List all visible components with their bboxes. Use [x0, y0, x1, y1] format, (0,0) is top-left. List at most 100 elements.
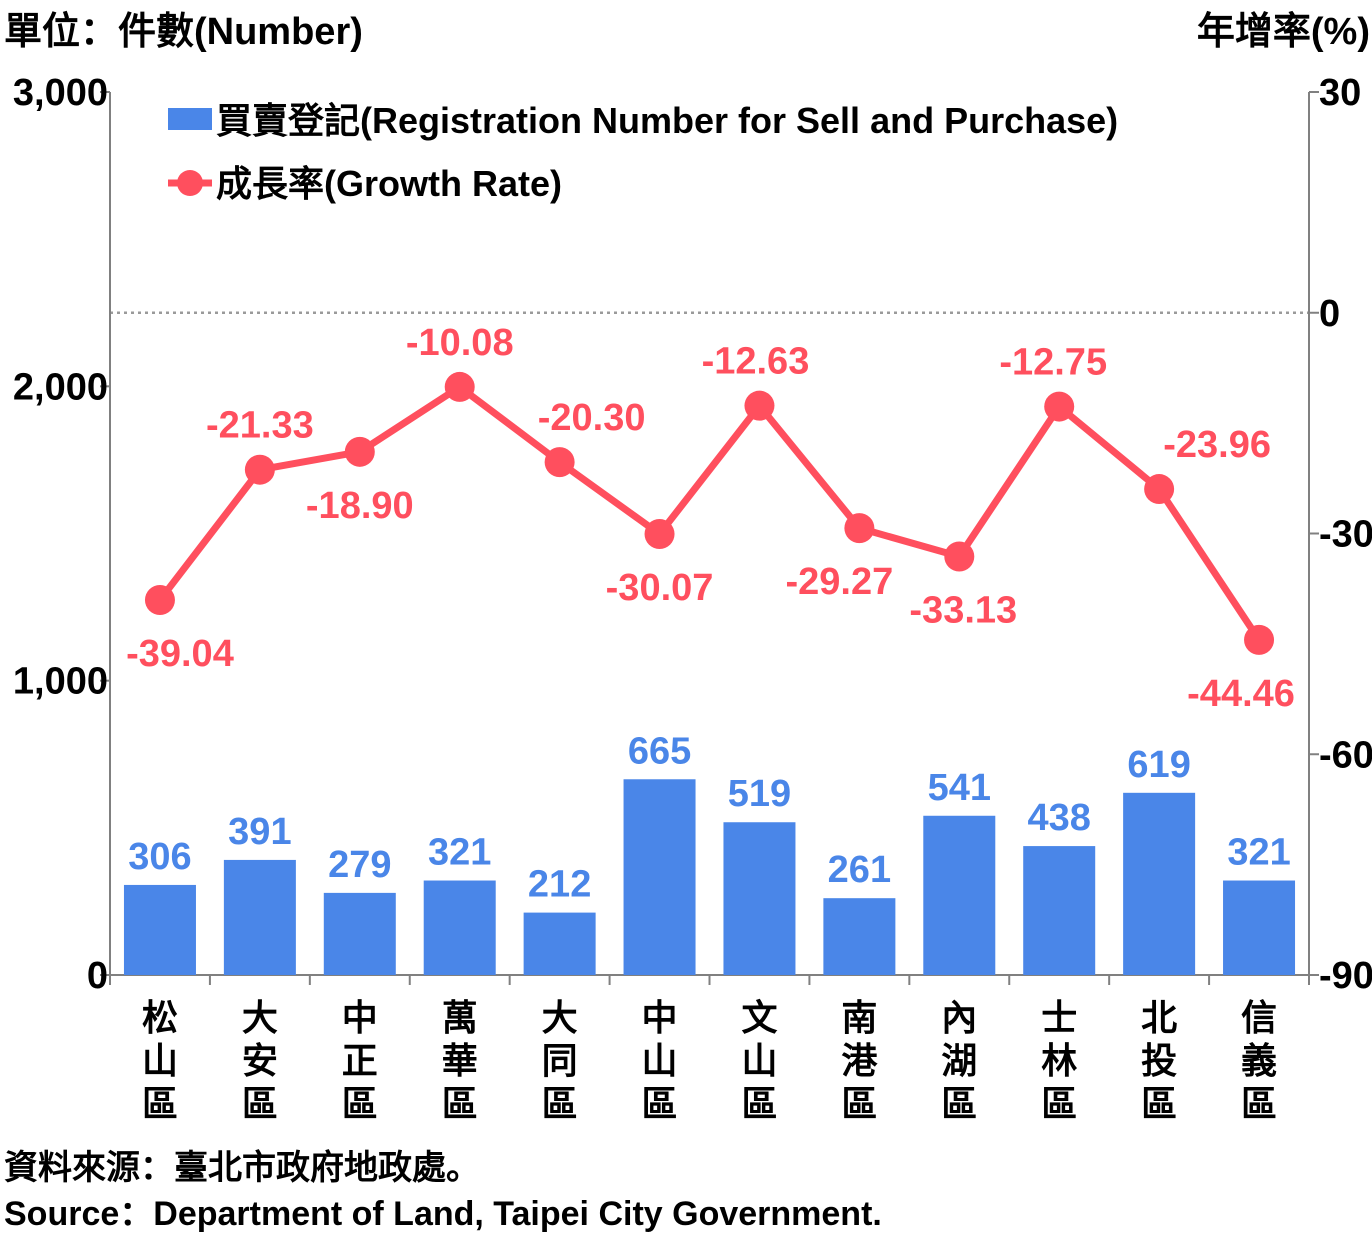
- left-tick-label: 2,000: [13, 366, 108, 408]
- category-label-char: 林: [1041, 1041, 1077, 1082]
- bar: [123, 884, 196, 975]
- growth-rate-point: [944, 541, 975, 572]
- right-tick-label: -30: [1319, 514, 1372, 556]
- category-label-char: 區: [142, 1084, 178, 1125]
- left-tick-label: 1,000: [13, 661, 108, 703]
- category-label-char: 中: [642, 998, 678, 1039]
- bar: [323, 892, 396, 975]
- category-label-char: 南: [841, 998, 877, 1039]
- left-tick-label: 0: [87, 955, 108, 997]
- bar: [1023, 846, 1096, 975]
- rate-value-label: -44.46: [1187, 673, 1295, 715]
- category-label-char: 中: [342, 998, 378, 1039]
- right-axis-unit: 年增率(%): [1196, 11, 1370, 53]
- rate-value-label: -39.04: [126, 633, 234, 675]
- category-label-char: 區: [1241, 1084, 1277, 1125]
- rate-value-label: -21.33: [206, 405, 314, 447]
- growth-rate-line: [157, 383, 1262, 642]
- bar: [1223, 880, 1296, 975]
- bar-value-label: 321: [428, 832, 491, 874]
- bar-value-label: 619: [1127, 744, 1190, 786]
- bar: [523, 912, 596, 975]
- right-tick-label: 30: [1319, 72, 1361, 114]
- category-label-char: 義: [1241, 1041, 1277, 1082]
- category-label-char: 同: [542, 1041, 578, 1082]
- growth-rate-point: [1244, 624, 1275, 655]
- bar: [423, 880, 496, 975]
- bar-value-label: 391: [228, 811, 291, 853]
- category-label-char: 區: [642, 1084, 678, 1125]
- rate-value-label: -33.13: [909, 590, 1017, 632]
- bar: [723, 822, 796, 975]
- category-label-char: 文: [741, 998, 777, 1039]
- category-label-char: 區: [342, 1084, 378, 1125]
- growth-rate-point: [344, 436, 375, 467]
- category-label-char: 松: [142, 998, 178, 1039]
- growth-rate-point: [644, 519, 675, 550]
- category-label-char: 區: [242, 1084, 278, 1125]
- growth-rate-point: [1044, 391, 1075, 422]
- bar-value-label: 541: [928, 767, 991, 809]
- category-label-char: 華: [442, 1041, 478, 1082]
- category-label-char: 大: [242, 998, 278, 1039]
- growth-rate-point: [1144, 474, 1175, 505]
- category-label-char: 信: [1241, 998, 1277, 1039]
- category-label-char: 區: [841, 1084, 877, 1125]
- category-label-char: 投: [1141, 1041, 1177, 1082]
- right-tick-label: 0: [1319, 293, 1340, 335]
- legend-bar-swatch: [168, 108, 212, 130]
- rate-value-label: -10.08: [406, 322, 514, 364]
- category-label-char: 士: [1041, 998, 1077, 1039]
- category-label-char: 區: [941, 1084, 977, 1125]
- source-en: Source：Department of Land, Taipei City G…: [4, 1195, 882, 1233]
- bar: [923, 815, 996, 975]
- legend-bar-label: 買賣登記(Registration Number for Sell and Pu…: [216, 100, 1118, 141]
- bar-value-label: 306: [128, 836, 191, 878]
- category-label-char: 內: [941, 998, 977, 1039]
- category-label-char: 萬: [442, 998, 478, 1039]
- category-label-char: 區: [1041, 1084, 1077, 1125]
- rate-value-label: -29.27: [786, 561, 894, 603]
- category-label-char: 正: [342, 1041, 378, 1082]
- combo-chart: 0 1,000 2,000 3,000 -90 -60 -30 0 30 306 391 279 321…: [13, 72, 1372, 1125]
- legend-line-label: 成長率(Growth Rate): [216, 163, 562, 204]
- rate-value-label: -30.07: [606, 567, 714, 609]
- bar: [1123, 792, 1196, 975]
- bar-value-label: 438: [1028, 797, 1091, 839]
- rate-value-label: -18.90: [306, 485, 414, 527]
- right-tick-label: -90: [1319, 955, 1372, 997]
- rate-value-label: -12.63: [702, 341, 810, 383]
- bar: [623, 779, 696, 975]
- left-tick-label: 3,000: [13, 72, 108, 114]
- bar-value-label: 261: [828, 849, 891, 891]
- bar-value-label: 519: [728, 773, 791, 815]
- category-label-char: 湖: [941, 1041, 977, 1082]
- growth-rate-point: [444, 371, 475, 402]
- bar-value-label: 212: [528, 864, 591, 906]
- category-label-char: 山: [642, 1041, 678, 1082]
- left-axis-unit: 單位：件數(Number): [4, 11, 363, 53]
- category-label-char: 區: [741, 1084, 777, 1125]
- legend-line-marker: [177, 170, 203, 196]
- category-label-char: 大: [542, 998, 578, 1039]
- right-tick-label: -60: [1319, 734, 1372, 776]
- category-label-char: 區: [442, 1084, 478, 1125]
- growth-rate-point: [744, 390, 775, 421]
- category-label-char: 山: [741, 1041, 777, 1082]
- rate-value-label: -12.75: [999, 342, 1107, 384]
- bar-value-label: 321: [1227, 832, 1290, 874]
- category-label-char: 區: [1141, 1084, 1177, 1125]
- rate-value-label: -20.30: [538, 397, 646, 439]
- source-zh: 資料來源：臺北市政府地政處。: [4, 1149, 480, 1187]
- category-label-char: 北: [1141, 998, 1177, 1039]
- category-label-char: 區: [542, 1084, 578, 1125]
- category-label-char: 山: [142, 1041, 178, 1082]
- bar-value-label: 279: [328, 844, 391, 886]
- growth-rate-point: [244, 454, 275, 485]
- bar-value-label: 665: [628, 730, 691, 772]
- growth-rate-point: [544, 447, 575, 478]
- category-label-char: 港: [841, 1041, 878, 1082]
- bar: [823, 898, 896, 975]
- growth-rate-point: [144, 585, 175, 616]
- category-label-char: 安: [242, 1041, 278, 1082]
